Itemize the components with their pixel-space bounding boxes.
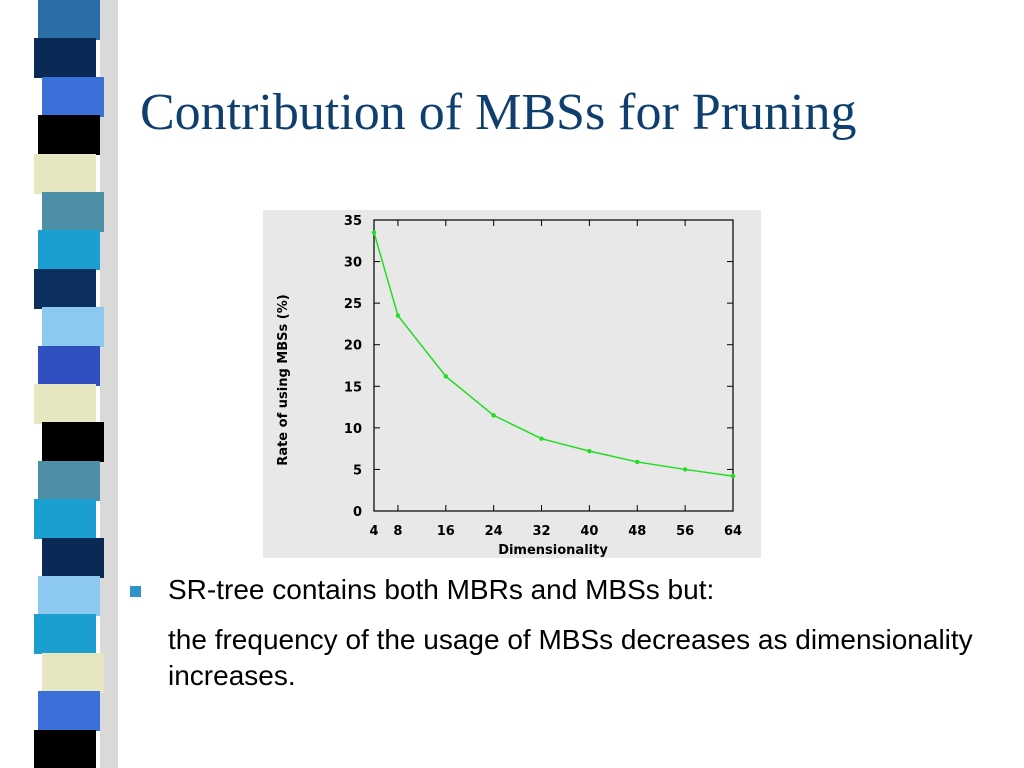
- chart-background: [263, 210, 761, 558]
- strip-segment: [42, 192, 104, 232]
- x-tick-label: 32: [532, 524, 550, 539]
- y-tick-label: 35: [344, 214, 362, 229]
- strip-segment: [34, 38, 96, 78]
- decorative-strip: [34, 0, 118, 768]
- x-tick-label: 24: [485, 524, 503, 539]
- x-tick-label: 8: [393, 524, 402, 539]
- strip-segment: [42, 422, 104, 462]
- strip-segment: [42, 538, 104, 578]
- strip-segment: [38, 461, 100, 501]
- data-point: [371, 230, 377, 235]
- strip-segment: [38, 576, 100, 616]
- strip-segment: [38, 115, 100, 155]
- x-tick-label: 40: [580, 524, 598, 539]
- square-bullet-icon: [130, 586, 141, 597]
- x-tick-label: 48: [628, 524, 646, 539]
- strip-segment: [42, 653, 104, 693]
- y-tick-label: 30: [344, 256, 362, 271]
- y-tick-label: 15: [344, 380, 362, 395]
- x-tick-label: 64: [724, 524, 742, 539]
- y-axis-label: Rate of using MBSs (%): [276, 294, 291, 465]
- data-point: [682, 467, 688, 472]
- strip-shadow: [100, 0, 118, 768]
- slide-title: Contribution of MBSs for Pruning: [140, 84, 857, 141]
- y-tick-label: 0: [353, 505, 362, 520]
- data-point: [587, 448, 592, 454]
- y-tick-label: 5: [353, 463, 362, 478]
- strip-segment: [34, 499, 96, 539]
- data-point: [395, 313, 401, 318]
- bullet-text: SR-tree contains both MBRs and MBSs but:: [168, 574, 715, 605]
- y-tick-label: 20: [344, 339, 362, 354]
- x-tick-label: 16: [437, 524, 455, 539]
- strip-segment: [34, 614, 96, 654]
- y-tick-label: 10: [344, 422, 362, 437]
- strip-segment: [38, 230, 100, 270]
- strip-segment: [34, 384, 96, 424]
- strip-segment: [34, 154, 96, 194]
- data-point: [730, 473, 736, 479]
- strip-segment: [34, 269, 96, 309]
- sub-text: the frequency of the usage of MBSs decre…: [168, 624, 973, 692]
- strip-segment: [38, 691, 100, 731]
- y-tick-label: 25: [344, 297, 362, 312]
- plot-frame: [373, 219, 734, 512]
- x-axis-label: Dimensionality: [498, 543, 608, 558]
- line-chart: 0 5 10 15 20 25 30 35 4 8 16 24 32 40 48 56 64 Rate of u…: [263, 210, 761, 558]
- strip-segment: [38, 346, 100, 386]
- x-tick-label: 4: [369, 524, 378, 539]
- data-point: [539, 436, 544, 441]
- data-point: [443, 374, 448, 379]
- data-point: [635, 459, 640, 465]
- strip-segment: [42, 77, 104, 117]
- strip-segment: [34, 730, 96, 768]
- data-point: [491, 413, 496, 418]
- strip-segment: [42, 307, 104, 347]
- x-tick-label: 56: [676, 524, 694, 539]
- strip-segment: [38, 0, 100, 40]
